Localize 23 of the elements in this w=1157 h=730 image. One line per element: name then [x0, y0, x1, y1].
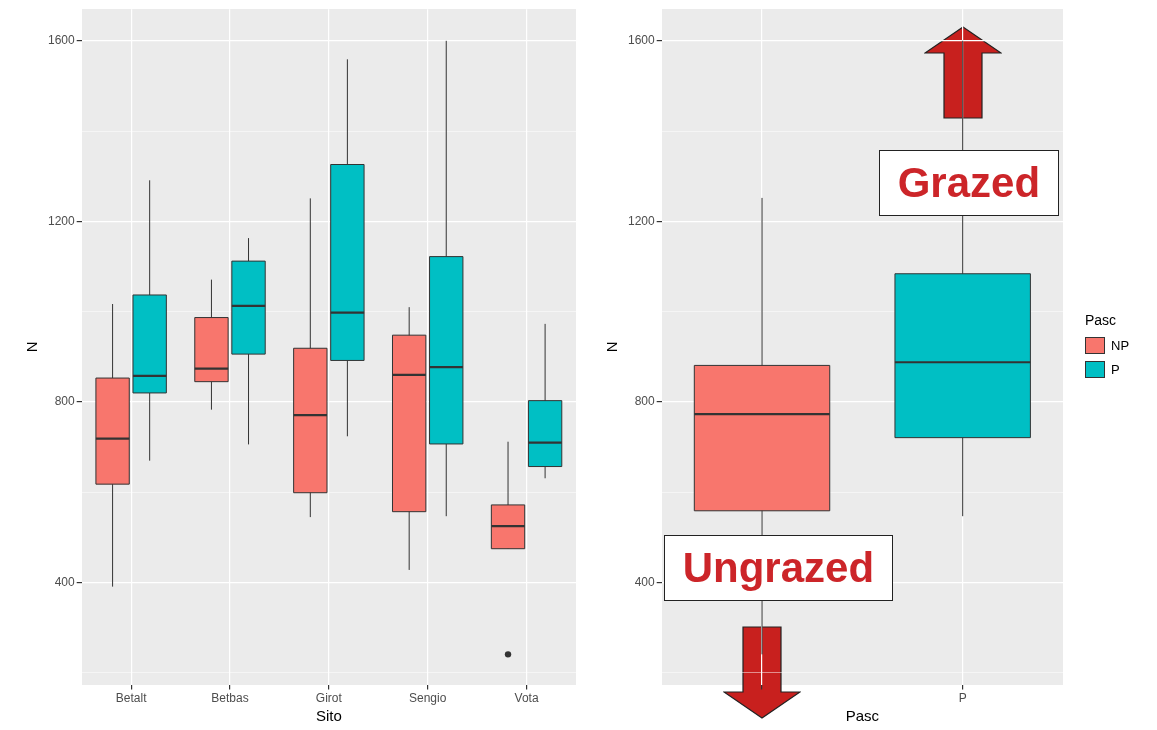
y-tick-label: 800 — [54, 394, 76, 409]
x-tick-label: Sengio — [409, 691, 447, 706]
y-tick-label: 400 — [634, 574, 656, 589]
y-axis-title: N — [603, 341, 621, 353]
y-tick-label: 1600 — [627, 33, 656, 48]
y-tick-label: 800 — [634, 394, 656, 409]
x-axis-title: Sito — [315, 707, 342, 725]
annotation: Ungrazed — [663, 535, 894, 602]
x-axis-title: Pasc — [845, 707, 880, 725]
y-tick-label: 1600 — [47, 33, 76, 48]
x-tick-label: Vota — [514, 691, 539, 706]
legend-label: NP — [1111, 338, 1130, 354]
x-tick-label: P — [958, 691, 967, 706]
annotation: Grazed — [878, 150, 1060, 217]
y-tick-label: 1200 — [627, 213, 656, 228]
y-tick-label: 400 — [54, 574, 76, 589]
x-tick-label: Betbas — [211, 691, 249, 706]
x-tick-label: Betalt — [115, 691, 148, 706]
y-tick-label: 1200 — [47, 213, 76, 228]
x-tick-label: Girot — [315, 691, 343, 706]
legend-title: Pasc — [1085, 311, 1118, 328]
y-axis-title: N — [23, 341, 41, 353]
legend-label: P — [1111, 362, 1120, 378]
